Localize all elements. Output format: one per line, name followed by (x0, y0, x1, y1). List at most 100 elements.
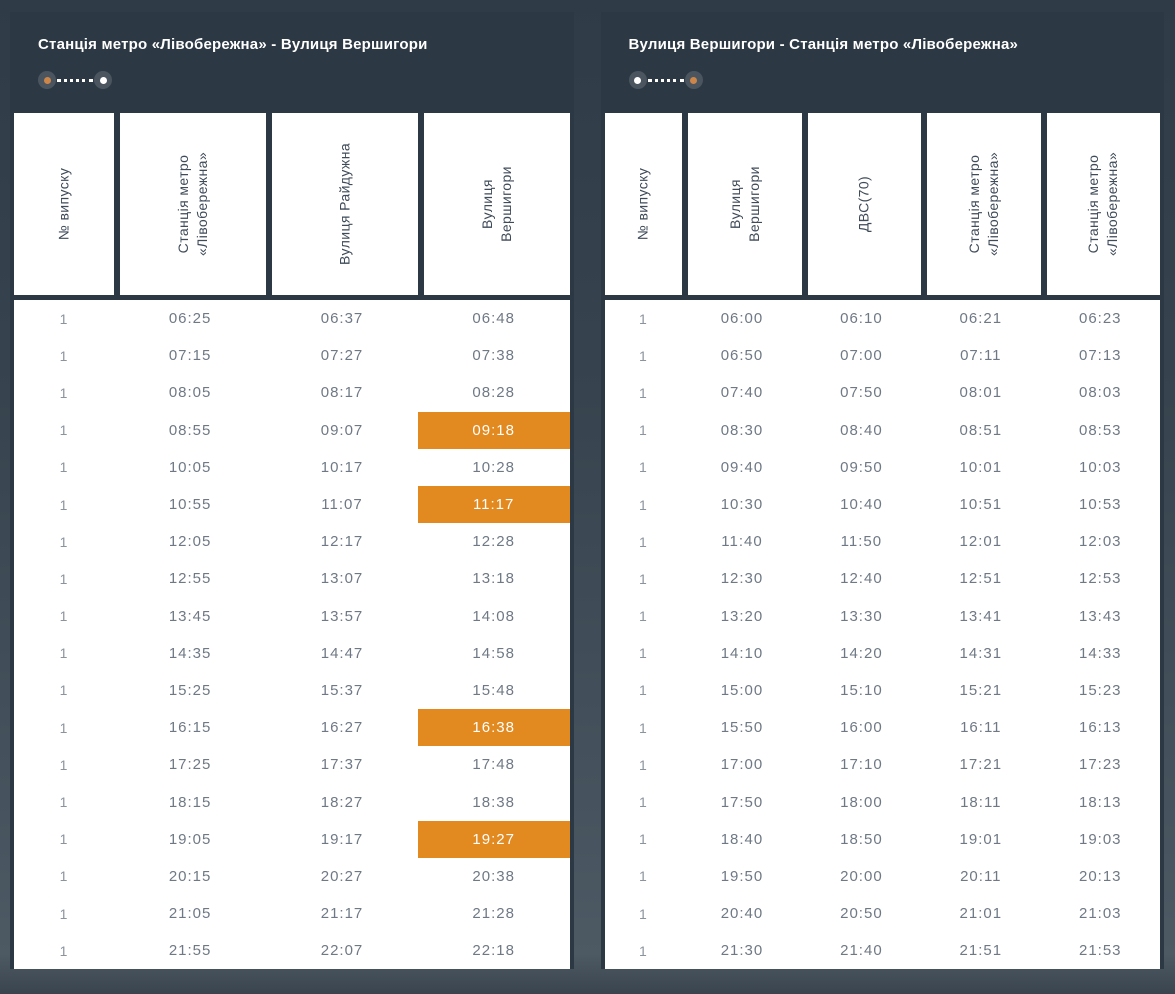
time-cell: 10:30 (682, 485, 802, 524)
time-cell: 17:37 (266, 746, 418, 784)
route-title-return: Вулиця Вершигори - Станція метро «Лівобе… (628, 36, 1019, 53)
route-start-circle (38, 71, 56, 89)
time-cell: 08:53 (1040, 411, 1160, 449)
table-row: 1 14:35 14:47 14:58 (14, 634, 570, 672)
time-cell: 08:30 (682, 411, 802, 449)
table-row: 1 07:40 07:50 08:01 08:03 (604, 374, 1160, 412)
time-cell: 21:40 (801, 932, 922, 970)
table-row: 1 06:25 06:37 06:48 (14, 300, 570, 338)
run-number-cell: 1 (14, 374, 114, 412)
route-start-circle (628, 71, 647, 89)
time-cell: 12:17 (266, 523, 418, 561)
time-cell: 07:15 (113, 337, 267, 375)
table-row: 1 18:40 18:50 19:01 19:03 (604, 820, 1160, 858)
time-cell: 21:01 (921, 895, 1041, 933)
run-number-cell: 1 (604, 895, 683, 933)
table-row: 1 15:50 16:00 16:11 16:13 (604, 709, 1160, 747)
time-cell: 18:40 (682, 820, 802, 858)
table-row: 1 14:10 14:20 14:31 14:33 (604, 634, 1160, 672)
time-cell: 12:05 (113, 523, 267, 561)
time-cell: 16:15 (113, 709, 267, 747)
column-header: Вулиця Вершигори (682, 113, 802, 300)
table-row: 1 12:05 12:17 12:28 (14, 523, 570, 561)
card-header-return: Вулиця Вершигори - Станція метро «Лівобе… (601, 12, 1165, 113)
table-row: 1 15:25 15:37 15:48 (14, 671, 570, 710)
time-cell: 22:07 (266, 932, 418, 970)
time-cell: 07:11 (921, 337, 1041, 375)
table-row: 1 21:55 22:07 22:18 (14, 932, 570, 970)
time-cell: 17:50 (682, 783, 802, 821)
timetable-card-return: Вулиця Вершигори - Станція метро «Лівобе… (600, 12, 1165, 970)
time-cell: 17:21 (921, 746, 1041, 784)
time-cell: 10:03 (1040, 448, 1160, 486)
run-number-cell: 1 (604, 634, 683, 672)
route-direction-indicator-outbound (38, 71, 112, 89)
time-cell: 21:51 (921, 932, 1041, 970)
time-cell: 18:15 (113, 783, 267, 821)
time-cell: 20:50 (801, 895, 922, 933)
time-cell: 20:13 (1040, 857, 1160, 895)
run-number-cell: 1 (604, 783, 683, 821)
run-number-cell: 1 (14, 820, 114, 858)
time-cell: 14:31 (921, 634, 1041, 672)
route-start-dot-icon (43, 76, 51, 84)
time-cell: 15:21 (921, 671, 1041, 710)
table-row: 1 19:50 20:00 20:11 20:13 (604, 857, 1160, 895)
timetable-card-outbound: Станція метро «Лівобережна» - Вулиця Вер… (10, 12, 574, 970)
run-number-cell: 1 (604, 337, 683, 375)
run-number-cell: 1 (14, 337, 114, 375)
table-row: 1 20:15 20:27 20:38 (14, 857, 570, 895)
time-cell: 20:11 (921, 857, 1041, 895)
time-cell: 16:27 (266, 709, 418, 747)
route-title-outbound: Станція метро «Лівобережна» - Вулиця Вер… (38, 36, 428, 53)
route-direction-indicator-return (628, 71, 703, 89)
time-cell: 12:40 (801, 560, 922, 598)
time-cell: 19:27 (417, 820, 570, 858)
time-cell: 06:25 (113, 300, 267, 338)
time-cell: 07:50 (801, 374, 922, 412)
time-cell: 10:40 (801, 485, 922, 524)
time-cell: 06:21 (921, 300, 1041, 338)
run-number-cell: 1 (14, 857, 114, 895)
run-number-cell: 1 (604, 709, 683, 747)
time-cell: 20:27 (266, 857, 418, 895)
table-row: 1 09:40 09:50 10:01 10:03 (604, 448, 1160, 486)
time-cell: 12:28 (417, 523, 570, 561)
time-cell: 10:17 (266, 448, 418, 486)
timetable-wrap-outbound: № випуску Станція метро «Лівобережна» Вулиц… (10, 113, 574, 970)
time-cell: 17:10 (801, 746, 922, 784)
time-cell: 06:23 (1040, 300, 1160, 338)
run-number-cell: 1 (14, 560, 114, 598)
run-number-cell: 1 (604, 671, 683, 710)
run-number-cell: 1 (604, 746, 683, 784)
time-cell: 10:05 (113, 448, 267, 486)
time-cell: 21:53 (1040, 932, 1160, 970)
column-header: Вулиця Райдужна (266, 113, 418, 300)
time-cell: 14:20 (801, 634, 922, 672)
column-header: ДВС(70) (801, 113, 922, 300)
time-cell: 20:15 (113, 857, 267, 895)
time-cell: 15:48 (417, 671, 570, 710)
time-cell: 13:57 (266, 597, 418, 635)
run-number-cell: 1 (14, 709, 114, 747)
time-cell: 21:30 (682, 932, 802, 970)
table-row: 1 17:00 17:10 17:21 17:23 (604, 746, 1160, 784)
table-row: 1 12:30 12:40 12:51 12:53 (604, 560, 1160, 598)
time-cell: 12:03 (1040, 523, 1160, 561)
time-cell: 19:01 (921, 820, 1041, 858)
table-row: 1 06:50 07:00 07:11 07:13 (604, 337, 1160, 375)
time-cell: 09:18 (417, 411, 570, 449)
time-cell: 21:03 (1040, 895, 1160, 933)
time-cell: 16:00 (801, 709, 922, 747)
time-cell: 19:17 (266, 820, 418, 858)
table-row: 1 06:00 06:10 06:21 06:23 (604, 300, 1160, 338)
run-number-cell: 1 (604, 820, 683, 858)
time-cell: 17:00 (682, 746, 802, 784)
timetable-return: № випуску Вулиця Вершигори ДВС(70) Станція м… (604, 113, 1160, 970)
time-cell: 15:25 (113, 671, 267, 710)
run-number-cell: 1 (604, 932, 683, 970)
time-cell: 18:27 (266, 783, 418, 821)
table-row: 1 13:45 13:57 14:08 (14, 597, 570, 635)
time-cell: 07:40 (682, 374, 802, 412)
table-row: 1 08:30 08:40 08:51 08:53 (604, 411, 1160, 449)
